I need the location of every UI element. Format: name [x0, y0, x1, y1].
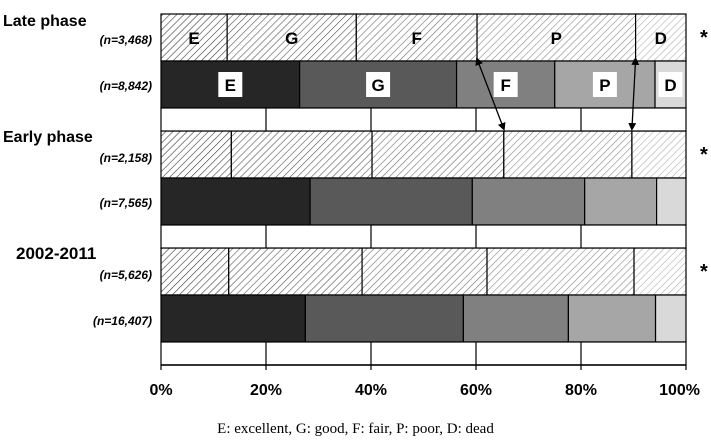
bar-segment-G	[231, 131, 372, 178]
segment-label-E: E	[225, 76, 236, 95]
sample-size-label: (n=3,468)	[100, 33, 152, 47]
bar-segment-G	[305, 295, 463, 342]
bar-segment-E	[161, 178, 310, 225]
significance-star: *	[700, 261, 708, 283]
group-label: Early phase	[3, 129, 93, 146]
segment-label-G: G	[285, 29, 298, 48]
significance-star: *	[700, 27, 708, 49]
segment-label-P: P	[599, 76, 610, 95]
legend-footnote: E: excellent, G: good, F: fair, P: poor,…	[0, 421, 711, 438]
x-tick-label: 20%	[250, 382, 282, 399]
significance-star: *	[700, 144, 708, 166]
bar-segment-F	[472, 178, 584, 225]
x-tick-label: 60%	[460, 382, 492, 399]
x-tick-label: 100%	[659, 382, 700, 399]
segment-label-D: D	[655, 29, 667, 48]
bar-segment-E	[161, 295, 305, 342]
bar-segment-E	[161, 248, 229, 295]
group-label: 2002-2011	[16, 244, 96, 263]
segment-label-D: D	[664, 76, 676, 95]
bar-segment-G	[310, 178, 472, 225]
sample-size-label: (n=8,842)	[100, 79, 152, 93]
sample-size-label: (n=16,407)	[93, 314, 152, 328]
bar-segment-E	[161, 131, 231, 178]
bar-segment-F	[463, 295, 568, 342]
bar-segment-D	[656, 295, 686, 342]
bar-segment-D	[632, 131, 686, 178]
gap-row	[161, 108, 686, 131]
x-tick-label: 40%	[355, 382, 387, 399]
bar-segment-F	[372, 131, 504, 178]
bar-segment-G	[229, 248, 362, 295]
group-label: Late phase	[3, 13, 87, 30]
bar-segment-P	[487, 248, 634, 295]
gap-row	[161, 342, 686, 365]
segment-label-F: F	[500, 76, 510, 95]
segment-label-P: P	[551, 29, 562, 48]
x-tick-label: 80%	[565, 382, 597, 399]
segment-label-F: F	[411, 29, 421, 48]
sample-size-label: (n=2,158)	[100, 151, 152, 165]
x-tick-label: 0%	[149, 382, 172, 399]
bar-segment-P	[585, 178, 657, 225]
segment-label-E: E	[188, 29, 199, 48]
bar-segment-P	[504, 131, 632, 178]
sample-size-label: (n=7,565)	[100, 196, 152, 210]
segment-label-G: G	[371, 76, 384, 95]
bar-segment-D	[634, 248, 686, 295]
bar-segment-F	[362, 248, 487, 295]
gap-row	[161, 225, 686, 248]
sample-size-label: (n=5,626)	[100, 268, 152, 282]
bar-segment-D	[657, 178, 686, 225]
bar-segment-P	[568, 295, 655, 342]
